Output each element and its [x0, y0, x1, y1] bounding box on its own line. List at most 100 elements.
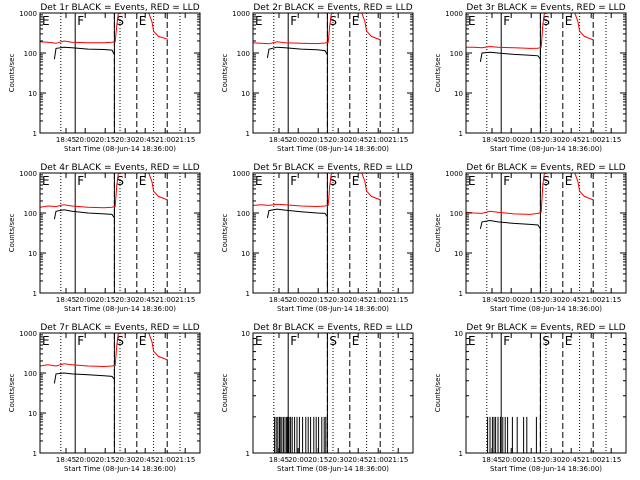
chart-2-series-events [266, 46, 328, 59]
chart-7-title: Det 7r BLACK = Events, RED = LLD [40, 323, 199, 333]
chart-2-xlabel: Start Time (08-Jun-14 18:36:00) [277, 145, 389, 153]
chart-2-xtick-label-2: 20:15 [308, 136, 328, 144]
chart-1-ylabel: Counts/sec [8, 54, 16, 93]
chart-6-xtick-label-0: 18:45 [482, 296, 502, 304]
chart-7-marker-label-1: F [77, 334, 84, 348]
chart-3-marker-label-2: S [542, 14, 550, 28]
chart-7-ylabel: Counts/sec [8, 374, 16, 413]
chart-3-series-events [479, 51, 541, 62]
chart-4-ytick-label-1: 10 [28, 250, 37, 258]
chart-7-series-events [53, 372, 115, 384]
chart-6-axes-frame [465, 172, 627, 294]
chart-1-xlabel: Start Time (08-Jun-14 18:36:00) [64, 145, 176, 153]
chart-3-series-lld [466, 12, 595, 49]
chart-5-series-lld [252, 172, 382, 208]
chart-5-marker-label-1: F [290, 174, 297, 188]
chart-5-title: Det 5r BLACK = Events, RED = LLD [253, 163, 412, 173]
chart-6-xtick-label-6: 21:15 [601, 296, 621, 304]
chart-8-ylabel: Counts/sec [221, 374, 229, 413]
chart-4-ytick-label-2: 100 [24, 210, 37, 218]
chart-6-ytick-label-1: 10 [454, 250, 463, 258]
chart-6-series-lld [465, 172, 595, 215]
chart-4-xtick-label-0: 18:45 [56, 296, 76, 304]
chart-2-xtick-label-6: 21:15 [388, 136, 408, 144]
chart-4-series-lld [39, 172, 169, 209]
chart-8-axes-frame [252, 332, 414, 454]
chart-7-xtick-label-4: 20:45 [135, 456, 155, 464]
chart-1-xtick-label-0: 18:45 [56, 136, 76, 144]
chart-2-ytick-label-0: 1 [246, 130, 250, 138]
chart-4-axes-frame [39, 172, 201, 294]
chart-5-marker-label-2: S [329, 174, 337, 188]
chart-1-xtick-label-3: 20:30 [115, 136, 135, 144]
chart-1-marker-label-2: S [116, 14, 124, 28]
chart-8-xtick-label-0: 18:45 [269, 456, 289, 464]
chart-6-marker-label-3: E [565, 174, 573, 188]
chart-9-marker-label-3: E [565, 334, 573, 348]
chart-4-marker-label-1: F [77, 174, 84, 188]
chart-8-xlabel: Start Time (08-Jun-14 18:36:00) [277, 465, 389, 473]
chart-1-axes-frame [39, 12, 201, 134]
chart-8-marker-label-0: E [255, 334, 263, 348]
chart-2-ytick-label-2: 100 [237, 50, 250, 58]
chart-4-marker-label-2: S [116, 174, 124, 188]
chart-3-axes-frame [465, 12, 627, 134]
chart-1-marker-label-0: E [42, 14, 50, 28]
chart-9-ytick-label-0: 1 [459, 450, 463, 458]
chart-7-xtick-label-3: 20:30 [115, 456, 135, 464]
chart-5-xlabel: Start Time (08-Jun-14 18:36:00) [277, 305, 389, 313]
chart-7-xtick-label-5: 21:00 [155, 456, 175, 464]
chart-4-xtick-label-3: 20:30 [115, 296, 135, 304]
chart-9-xtick-label-2: 20:15 [521, 456, 541, 464]
chart-9-xlabel: Start Time (08-Jun-14 18:36:00) [490, 465, 602, 473]
chart-3-xtick-label-5: 21:00 [581, 136, 601, 144]
chart-3-marker-label-1: F [503, 14, 510, 28]
chart-2-xtick-label-5: 21:00 [368, 136, 388, 144]
chart-3-ytick-label-3: 1000 [445, 10, 463, 18]
chart-8-ytick-label-1: 10 [241, 330, 250, 338]
chart-2-series-lld [252, 12, 382, 45]
chart-9-xtick-label-0: 18:45 [482, 456, 502, 464]
chart-1-ytick-label-0: 1 [33, 130, 37, 138]
chart-6-marker-label-1: F [503, 174, 510, 188]
chart-4-marker-label-3: E [139, 174, 147, 188]
chart-6-ytick-label-0: 1 [459, 290, 463, 298]
chart-6-marker-label-2: S [542, 174, 550, 188]
chart-2-marker-label-0: E [255, 14, 263, 28]
chart-4-ytick-label-0: 1 [33, 290, 37, 298]
chart-4-title: Det 4r BLACK = Events, RED = LLD [40, 163, 199, 173]
chart-3-marker-label-3: E [565, 14, 573, 28]
chart-5-xtick-label-4: 20:45 [348, 296, 368, 304]
chart-3-xtick-label-3: 20:30 [541, 136, 561, 144]
chart-4-xtick-label-1: 20:00 [75, 296, 95, 304]
chart-1-xtick-label-5: 21:00 [155, 136, 175, 144]
chart-1-ytick-label-1: 10 [28, 90, 37, 98]
chart-9-xtick-label-6: 21:15 [601, 456, 621, 464]
chart-6-xtick-label-2: 20:15 [521, 296, 541, 304]
chart-6-xtick-label-3: 20:30 [541, 296, 561, 304]
chart-7-ytick-label-2: 100 [24, 370, 37, 378]
chart-6-ylabel: Counts/sec [434, 214, 442, 253]
chart-8-xtick-label-1: 20:00 [288, 456, 308, 464]
chart-9-xtick-label-3: 20:30 [541, 456, 561, 464]
chart-2-xtick-label-4: 20:45 [348, 136, 368, 144]
chart-1-xtick-label-2: 20:15 [95, 136, 115, 144]
chart-9-xtick-label-1: 20:00 [501, 456, 521, 464]
chart-6-marker-label-0: E [468, 174, 476, 188]
chart-6-xlabel: Start Time (08-Jun-14 18:36:00) [490, 305, 602, 313]
chart-7-xtick-label-2: 20:15 [95, 456, 115, 464]
chart-3-marker-label-0: E [468, 14, 476, 28]
chart-4-ylabel: Counts/sec [8, 214, 16, 253]
chart-2-title: Det 2r BLACK = Events, RED = LLD [253, 3, 412, 13]
chart-9-ylabel: Counts/sec [434, 374, 442, 413]
chart-7-xtick-label-0: 18:45 [56, 456, 76, 464]
chart-7-marker-label-0: E [42, 334, 50, 348]
chart-3-xlabel: Start Time (08-Jun-14 18:36:00) [490, 145, 602, 153]
chart-7-series-lld [39, 332, 169, 368]
chart-9-xtick-label-5: 21:00 [581, 456, 601, 464]
